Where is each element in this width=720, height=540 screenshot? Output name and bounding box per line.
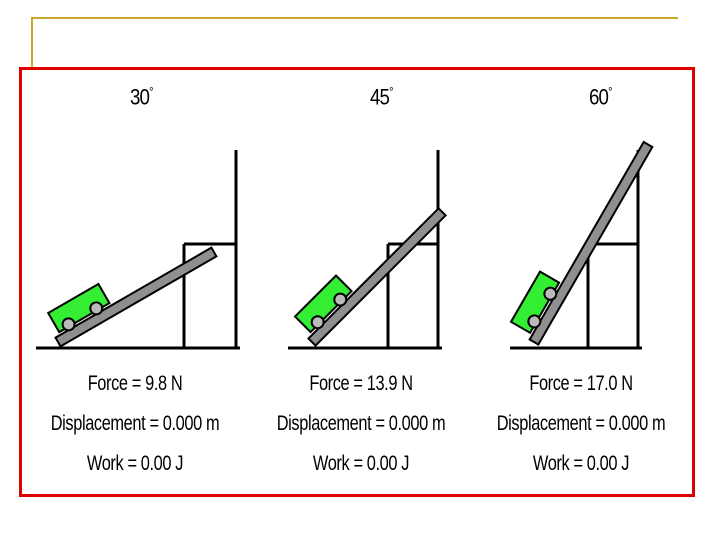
force-readout-45: Force = 13.9 N <box>309 372 413 395</box>
degree-symbol: ° <box>608 84 612 99</box>
inclined-plane-scenes <box>36 140 654 350</box>
diagram-frame: 30° 45° 60° Force = 9.8 N Displacement =… <box>19 67 695 497</box>
angle-value: 45 <box>370 84 390 110</box>
angle-label-30: 30° <box>130 84 154 110</box>
panel-60-scene <box>509 140 654 350</box>
displacement-readout-60: Displacement = 0.000 m <box>496 412 666 435</box>
angle-value: 60 <box>589 84 609 110</box>
angle-value: 30 <box>130 84 150 110</box>
work-readout-30: Work = 0.00 J <box>86 452 184 475</box>
panel-30-scene <box>36 150 240 350</box>
ramp-45 <box>307 206 448 347</box>
slide-accent-rule <box>32 17 678 19</box>
force-readout-60: Force = 17.0 N <box>529 372 633 395</box>
displacement-readout-45: Displacement = 0.000 m <box>276 412 446 435</box>
cart-60 <box>509 270 561 335</box>
ramp-30 <box>54 246 218 348</box>
cart-45 <box>293 274 354 334</box>
ramp-60 <box>528 140 654 346</box>
slide-accent-rule-vertical <box>31 17 33 69</box>
work-readout-45: Work = 0.00 J <box>312 452 410 475</box>
force-readout-30: Force = 9.8 N <box>87 372 183 395</box>
panel-45-scene <box>288 150 448 350</box>
work-readout-60: Work = 0.00 J <box>532 452 630 475</box>
displacement-readout-30: Displacement = 0.000 m <box>50 412 220 435</box>
degree-symbol: ° <box>149 84 153 99</box>
degree-symbol: ° <box>389 84 393 99</box>
cart-30 <box>46 282 111 334</box>
angle-label-45: 45° <box>370 84 394 110</box>
angle-label-60: 60° <box>589 84 613 110</box>
